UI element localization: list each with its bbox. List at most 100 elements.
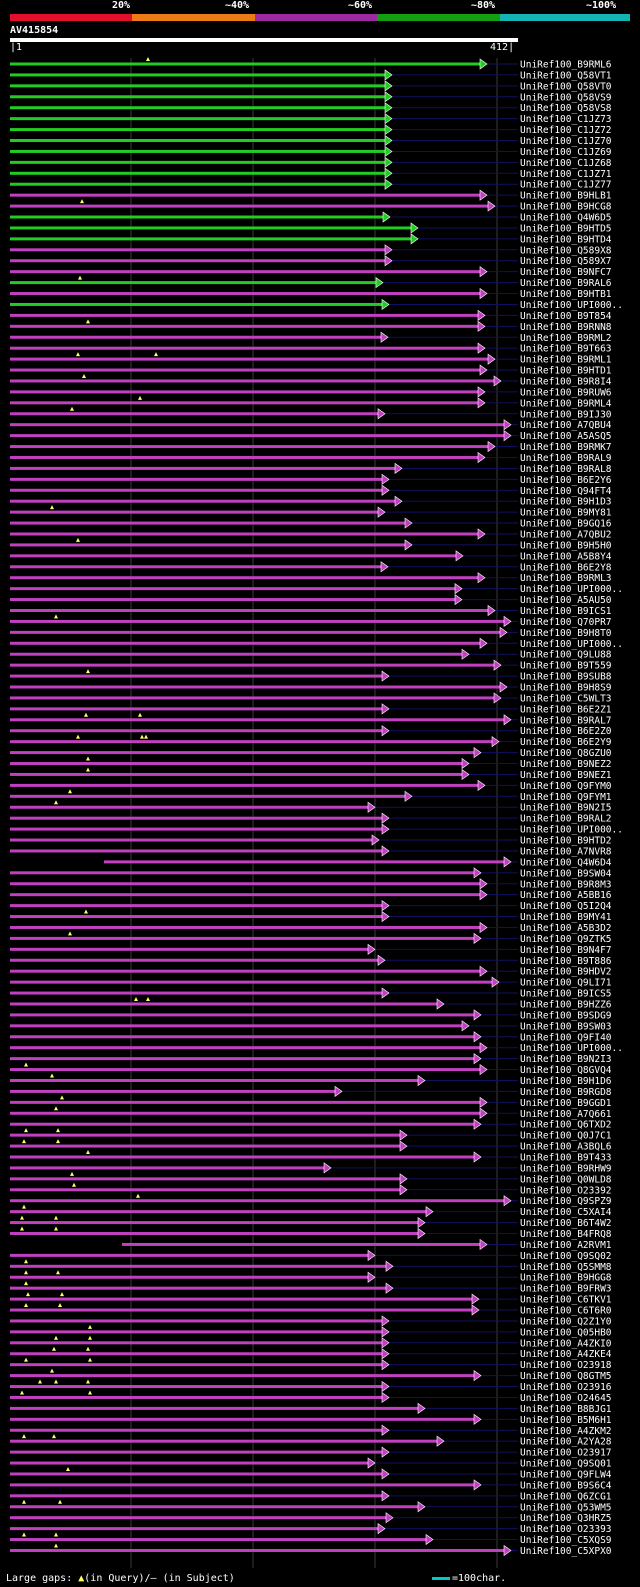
hit-label[interactable]: UniRef100_B9ICS5 <box>520 989 612 1000</box>
hit-label[interactable]: UniRef100_O23918 <box>520 1360 612 1371</box>
hit-row[interactable]: UniRef100_B9RNN8 <box>10 319 612 333</box>
hit-label[interactable]: UniRef100_Q53WM5 <box>520 1502 612 1513</box>
hit-label[interactable]: UniRef100_B9RAL9 <box>520 453 612 464</box>
hit-row[interactable]: UniRef100_C1JZ77 <box>10 178 612 191</box>
hit-row[interactable]: UniRef100_B9RML6 <box>10 57 612 71</box>
hit-row[interactable]: UniRef100_B9HGG8 <box>10 1270 612 1284</box>
hit-row[interactable]: UniRef100_C1JZ72 <box>10 123 612 137</box>
hit-row[interactable]: UniRef100_B9MY81 <box>10 505 612 519</box>
hit-row[interactable]: UniRef100_A5ASQ5 <box>10 430 612 443</box>
hit-label[interactable]: UniRef100_B6E2Y8 <box>520 562 612 573</box>
hit-row[interactable]: UniRef100_Q2Z1Y0 <box>10 1315 612 1328</box>
hit-label[interactable]: UniRef100_B9NEZ1 <box>520 770 612 781</box>
hit-row[interactable]: UniRef100_A7NVR8 <box>10 845 612 858</box>
hit-label[interactable]: UniRef100_Q9FLW4 <box>520 1469 612 1480</box>
hit-row[interactable]: UniRef100_B9H5H0 <box>10 537 612 552</box>
hit-row[interactable]: UniRef100_B9RAL8 <box>10 462 612 475</box>
hit-label[interactable]: UniRef100_Q9LI71 <box>520 978 612 989</box>
hit-row[interactable]: UniRef100_B9HTD2 <box>10 834 612 847</box>
hit-label[interactable]: UniRef100_B9GQ16 <box>520 519 612 530</box>
hit-row[interactable]: UniRef100_B9H1D6 <box>10 1073 612 1087</box>
hit-label[interactable]: UniRef100_B9RML1 <box>520 355 612 366</box>
hit-row[interactable]: UniRef100_UPI000.. <box>10 1042 623 1055</box>
hit-row[interactable]: UniRef100_A7QBU4 <box>10 419 612 432</box>
hit-row[interactable]: UniRef100_Q4W6D4 <box>104 856 612 869</box>
hit-row[interactable]: UniRef100_Q05HB0 <box>10 1324 612 1339</box>
hit-row[interactable]: UniRef100_C5XAI4 <box>10 1204 612 1219</box>
hit-label[interactable]: UniRef100_C5XPX0 <box>520 1546 612 1557</box>
hit-label[interactable]: UniRef100_A5BB16 <box>520 890 612 901</box>
hit-row[interactable]: UniRef100_B9H1D3 <box>10 495 612 508</box>
hit-label[interactable]: UniRef100_Q5I2Q4 <box>520 901 612 912</box>
hit-label[interactable]: UniRef100_Q9FYM0 <box>520 781 612 792</box>
hit-label[interactable]: UniRef100_O24645 <box>520 1393 612 1404</box>
hit-row[interactable]: UniRef100_B9HCG8 <box>10 199 612 213</box>
hit-row[interactable]: UniRef100_B9RAL9 <box>10 451 612 464</box>
hit-row[interactable]: UniRef100_UPI000.. <box>10 583 623 596</box>
hit-label[interactable]: UniRef100_B9SW03 <box>520 1021 612 1032</box>
hit-label[interactable]: UniRef100_UPI000.. <box>520 584 623 595</box>
hit-label[interactable]: UniRef100_B9HLB1 <box>520 191 612 202</box>
hit-row[interactable]: UniRef100_Q9FLW4 <box>10 1466 612 1481</box>
hit-row[interactable]: UniRef100_B9N4F7 <box>10 943 612 956</box>
hit-row[interactable]: UniRef100_A5BB16 <box>10 889 612 902</box>
hit-label[interactable]: UniRef100_C6T6R0 <box>520 1306 612 1317</box>
hit-row[interactable]: UniRef100_B9SW03 <box>10 1020 612 1032</box>
hit-row[interactable]: UniRef100_Q9FI40 <box>10 1031 612 1044</box>
hit-label[interactable]: UniRef100_B9T559 <box>520 661 612 672</box>
hit-row[interactable]: UniRef100_Q94FT4 <box>10 484 612 497</box>
hit-label[interactable]: UniRef100_B9HTD4 <box>520 234 612 245</box>
hit-label[interactable]: UniRef100_B9RML2 <box>520 333 612 344</box>
hit-label[interactable]: UniRef100_B9HCG8 <box>520 202 612 213</box>
hit-label[interactable]: UniRef100_B9RNN8 <box>520 322 612 333</box>
hit-label[interactable]: UniRef100_O23916 <box>520 1382 612 1393</box>
hit-label[interactable]: UniRef100_B9HTD1 <box>520 366 612 377</box>
hit-row[interactable]: UniRef100_Q9FYM1 <box>10 789 612 803</box>
hit-row[interactable]: UniRef100_B9HTD1 <box>10 364 612 377</box>
hit-row[interactable]: UniRef100_B9HLB1 <box>10 189 612 202</box>
hit-row[interactable]: UniRef100_B9RUW6 <box>10 386 612 399</box>
hit-row[interactable]: UniRef100_B9N2I3 <box>10 1053 612 1066</box>
hit-label[interactable]: UniRef100_C1JZ70 <box>520 136 612 147</box>
hit-label[interactable]: UniRef100_UPI000.. <box>520 1043 623 1054</box>
hit-row[interactable]: UniRef100_B9N2I5 <box>10 800 612 814</box>
hit-row[interactable]: UniRef100_B9RML1 <box>10 352 612 366</box>
hit-row[interactable]: UniRef100_B9T886 <box>10 954 612 967</box>
hit-label[interactable]: UniRef100_Q589X7 <box>520 256 612 267</box>
hit-row[interactable]: UniRef100_B4FRQ8 <box>10 1226 612 1241</box>
hit-label[interactable]: UniRef100_B9MY41 <box>520 912 612 923</box>
hit-label[interactable]: UniRef100_B9HDV2 <box>520 967 612 978</box>
hit-label[interactable]: UniRef100_B6E2Z1 <box>520 704 612 715</box>
hit-label[interactable]: UniRef100_B6E2Y6 <box>520 475 612 486</box>
hit-label[interactable]: UniRef100_B9RAL2 <box>520 814 612 825</box>
hit-row[interactable]: UniRef100_Q6ZCG1 <box>10 1490 612 1503</box>
hit-row[interactable]: UniRef100_C1JZ69 <box>10 145 612 158</box>
hit-row[interactable]: UniRef100_B9RML4 <box>10 395 612 410</box>
hit-row[interactable]: UniRef100_A3BQL6 <box>10 1139 612 1153</box>
hit-label[interactable]: UniRef100_Q6ZCG1 <box>520 1491 612 1502</box>
hit-label[interactable]: UniRef100_Q8GZU0 <box>520 748 612 759</box>
hit-label[interactable]: UniRef100_UPI000.. <box>520 639 623 650</box>
hit-row[interactable]: UniRef100_O23392 <box>10 1182 612 1197</box>
hit-label[interactable]: UniRef100_UPI000.. <box>520 825 623 836</box>
hit-row[interactable]: UniRef100_Q9FYM0 <box>10 779 612 792</box>
hit-row[interactable]: UniRef100_B9RAL6 <box>10 275 612 290</box>
hit-row[interactable]: UniRef100_B9ICS1 <box>10 604 612 618</box>
hit-row[interactable]: UniRef100_A7QBU2 <box>10 528 612 541</box>
hit-label[interactable]: UniRef100_B6E2Y9 <box>520 737 612 748</box>
hit-label[interactable]: UniRef100_B9R8I4 <box>520 376 612 387</box>
hit-label[interactable]: UniRef100_Q58VS8 <box>520 103 612 114</box>
hit-label[interactable]: UniRef100_Q9FI40 <box>520 1032 612 1043</box>
hit-row[interactable]: UniRef100_B6E2Y8 <box>10 561 612 574</box>
hit-label[interactable]: UniRef100_Q9LU88 <box>520 650 612 661</box>
hit-row[interactable]: UniRef100_B9FRW3 <box>10 1281 612 1295</box>
hit-label[interactable]: UniRef100_Q58VT1 <box>520 70 612 81</box>
hit-row[interactable]: UniRef100_C5XPX0 <box>10 1543 612 1557</box>
hit-label[interactable]: UniRef100_B9N2I5 <box>520 803 612 814</box>
hit-label[interactable]: UniRef100_C6TKV1 <box>520 1295 612 1306</box>
hit-row[interactable]: UniRef100_B9H8S9 <box>10 681 612 694</box>
hit-label[interactable]: UniRef100_Q9FYM1 <box>520 792 612 803</box>
hit-label[interactable]: UniRef100_B9RHW9 <box>520 1163 612 1174</box>
hit-row[interactable]: UniRef100_B5M6H1 <box>10 1413 612 1426</box>
hit-row[interactable]: UniRef100_B9RMK7 <box>10 440 612 454</box>
